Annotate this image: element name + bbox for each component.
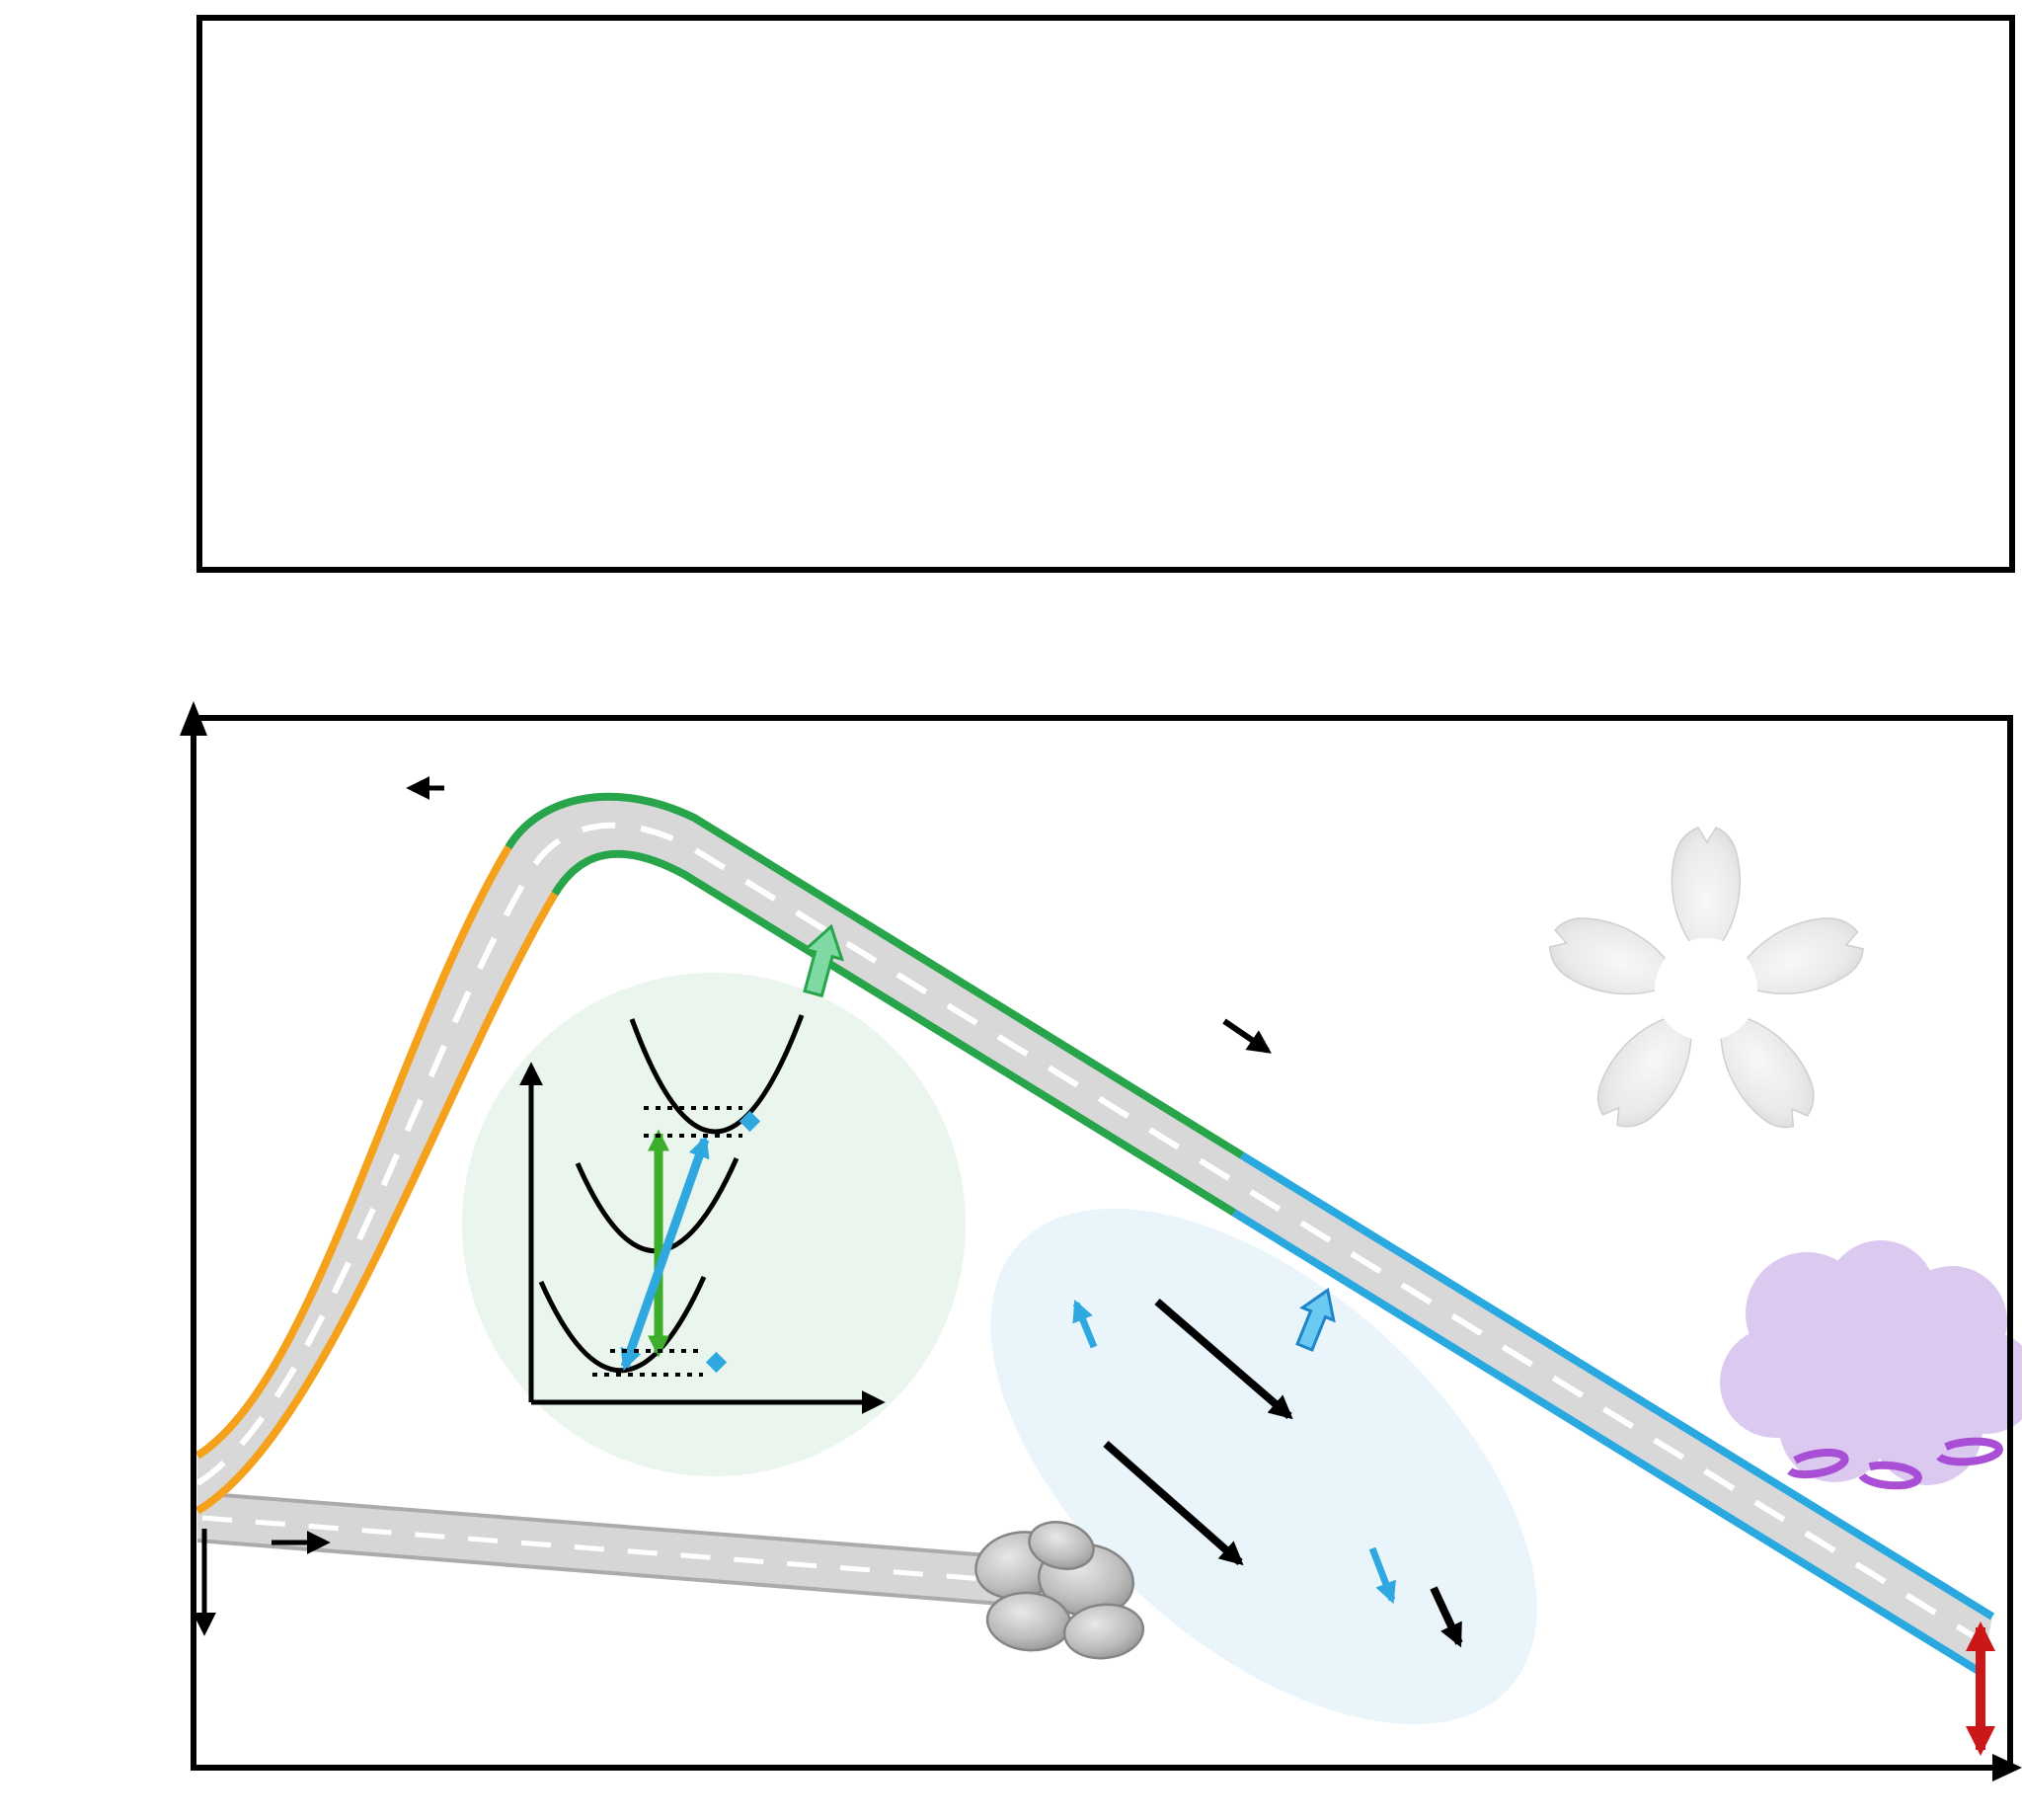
relaxed-arrow [1222, 1018, 1272, 1054]
thermo-cycle [1072, 1298, 1463, 1648]
road-border-solv-lower [1231, 1209, 1984, 1677]
reorg-block-arrow [802, 923, 844, 998]
equations-background [990, 1208, 1537, 1725]
adiabatic-transition-arrow [620, 1135, 710, 1372]
main-road-centerline [195, 822, 1988, 1647]
main-road [194, 792, 1995, 1677]
road-border-koopmans-upper [194, 844, 512, 1460]
solvent-blob [1720, 1240, 2022, 1485]
road-border-solv-upper [1239, 1151, 1995, 1621]
road-border-reorg-upper [505, 792, 1245, 1159]
road-border-koopmans-lower [194, 891, 559, 1515]
fallen-halo-rings [1784, 1437, 2003, 1490]
panel-a [196, 15, 2015, 573]
lambda-ip-marker [739, 1110, 761, 1133]
panel-b-yaxis-arrowhead [180, 701, 207, 736]
panel-b-xaxis-arrowhead [1992, 1754, 2022, 1781]
panel-a-frame [196, 15, 2015, 573]
arrow-step2 [1103, 1441, 1244, 1566]
rocks [974, 1521, 1145, 1660]
dg-ion-arrow [1368, 1546, 1396, 1605]
flower-petals [1548, 827, 1864, 1129]
lambda-ea-marker [705, 1351, 728, 1374]
shortcut-road-centerline [201, 1515, 998, 1583]
inset-diagram [519, 1014, 886, 1414]
parabola-cation [629, 1014, 805, 1135]
arrow-gas-to-sol [1430, 1586, 1463, 1648]
shortcut-road [196, 1491, 1002, 1606]
inset-background [462, 973, 966, 1476]
road-border-reorg-lower [551, 849, 1237, 1217]
solvent-flower [1548, 827, 1864, 1129]
panel-b-frame [191, 715, 2013, 1771]
arrow-step1 [1154, 1298, 1293, 1420]
dg-a-arrow [1072, 1299, 1098, 1349]
solvation-block-arrow [1295, 1287, 1336, 1352]
